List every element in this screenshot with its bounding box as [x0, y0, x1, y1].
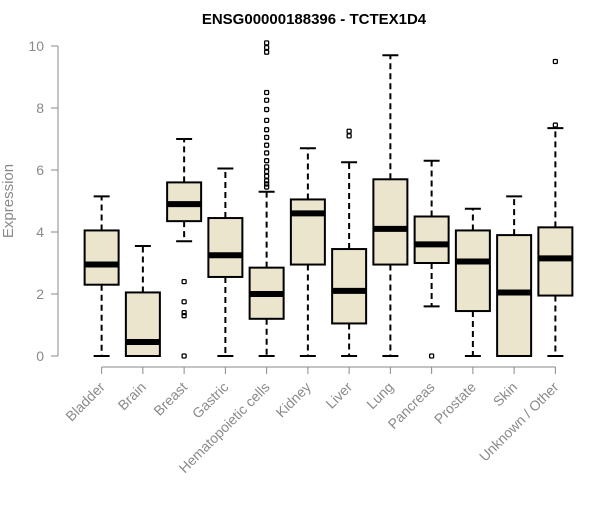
iqr-box: [413, 215, 450, 264]
outlier-point: [263, 173, 270, 179]
iqr-box: [289, 198, 326, 266]
box-breast: [166, 138, 203, 359]
outlier-point: [263, 40, 270, 46]
x-tick-label: Skin: [490, 379, 521, 410]
iqr-box: [496, 234, 533, 358]
x-tick-label: Kidney: [272, 379, 314, 421]
outlier-point: [263, 49, 270, 55]
box-gastric: [207, 167, 244, 357]
outlier-point: [181, 313, 187, 319]
outlier-point: [263, 178, 270, 184]
x-tick-label: Lung: [363, 379, 396, 412]
iqr-box: [537, 226, 574, 297]
x-tick-label: Liver: [322, 379, 355, 412]
y-axis-label: Expression: [0, 164, 17, 238]
outlier-point: [263, 158, 270, 164]
outlier-point: [181, 278, 187, 285]
iqr-box: [207, 217, 244, 278]
y-tick-label: 4: [36, 224, 44, 240]
outlier-point: [263, 97, 270, 103]
iqr-box: [331, 248, 368, 325]
boxes-group: [83, 40, 574, 359]
outlier-point: [263, 117, 270, 124]
x-tick-label: Prostate: [431, 379, 479, 427]
outlier-point: [263, 168, 270, 175]
y-tick-label: 2: [36, 286, 44, 302]
outlier-point: [552, 122, 559, 128]
outlier-point: [263, 164, 270, 170]
x-tick-label: Breast: [150, 379, 190, 419]
box-pancreas: [413, 159, 450, 359]
box-prostate: [454, 207, 491, 357]
box-kidney: [289, 147, 326, 357]
y-tick-label: 6: [36, 162, 44, 178]
box-bladder: [83, 195, 120, 357]
y-tick-label: 8: [36, 100, 44, 116]
outlier-point: [181, 309, 187, 316]
outlier-point: [263, 106, 270, 113]
outlier-point: [346, 133, 352, 139]
outlier-point: [263, 184, 270, 190]
outlier-point: [263, 181, 270, 187]
y-tick-label: 0: [36, 348, 44, 364]
chart-title: ENSG00000188396 - TCTEX1D4: [202, 11, 427, 28]
y-tick-label: 10: [28, 38, 44, 54]
x-tick-label: Brain: [115, 379, 149, 413]
outlier-point: [181, 299, 187, 305]
iqr-box: [83, 229, 120, 286]
box-brain: [124, 244, 161, 358]
outlier-point: [181, 353, 187, 359]
outlier-point: [263, 150, 270, 156]
x-tick-label: Bladder: [62, 379, 108, 425]
box-skin: [496, 195, 533, 358]
iqr-box: [124, 291, 161, 358]
box-liver: [331, 128, 368, 357]
box-unknown-other: [537, 58, 574, 357]
outlier-point: [263, 89, 270, 96]
outlier-point: [552, 58, 559, 65]
outlier-point: [263, 142, 270, 148]
iqr-box: [372, 178, 409, 266]
outlier-point: [263, 44, 270, 51]
outlier-point: [263, 134, 270, 141]
outlier-point: [263, 127, 270, 133]
outlier-point: [428, 353, 435, 359]
outlier-point: [346, 128, 352, 134]
iqr-box: [454, 229, 491, 313]
box-hematopoietic-cells: [248, 40, 285, 357]
box-lung: [372, 54, 409, 357]
y-axis: 0 2 4 6 8 10: [28, 38, 59, 364]
